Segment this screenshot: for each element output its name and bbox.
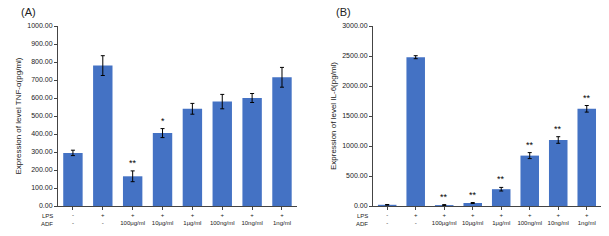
svg-text:Expression of level TNF-α(pg/m: Expression of level TNF-α(pg/ml) [14, 57, 23, 174]
svg-text:**: ** [583, 93, 591, 103]
svg-text:3000.00: 3000.00 [342, 22, 367, 29]
svg-text:*: * [161, 116, 165, 126]
svg-text:+100ng/ml: +100ng/ml [210, 212, 235, 226]
svg-text:200.00: 200.00 [31, 166, 53, 173]
svg-text:+1ng/ml: +1ng/ml [273, 212, 291, 226]
svg-text:0.00: 0.00 [39, 202, 53, 209]
svg-text:**: ** [554, 124, 562, 134]
svg-text:+1μg/ml: +1μg/ml [183, 212, 201, 226]
svg-text:400.00: 400.00 [31, 130, 53, 137]
svg-text:+10ng/ml: +10ng/ml [241, 212, 262, 226]
svg-text:900.00: 900.00 [31, 40, 53, 47]
svg-text:--: -- [386, 212, 388, 226]
svg-text:500.00: 500.00 [346, 172, 368, 179]
svg-text:(A): (A) [21, 6, 36, 18]
svg-text:+10ng/ml: +10ng/ml [548, 212, 569, 226]
svg-text:300.00: 300.00 [31, 148, 53, 155]
svg-text:ADF: ADF [356, 221, 368, 227]
svg-text:+100μg/ml: +100μg/ml [432, 212, 457, 226]
svg-text:--: -- [72, 212, 74, 226]
svg-text:2500.00: 2500.00 [342, 52, 367, 59]
svg-text:100.00: 100.00 [31, 184, 53, 191]
svg-text:+100μg/ml: +100μg/ml [120, 212, 145, 226]
svg-text:1000.00: 1000.00 [27, 22, 52, 29]
svg-text:+1μg/ml: +1μg/ml [492, 212, 510, 226]
svg-text:**: ** [440, 192, 448, 202]
svg-text:0.00: 0.00 [354, 202, 368, 209]
svg-text:+10μg/ml: +10μg/ml [152, 212, 173, 226]
svg-text:+1ng/ml: +1ng/ml [578, 212, 596, 226]
svg-text:1000.00: 1000.00 [342, 142, 367, 149]
svg-text:700.00: 700.00 [31, 76, 53, 83]
svg-text:+-: +- [101, 212, 105, 226]
svg-text:Expression of level IL-6(pg/ml: Expression of level IL-6(pg/ml) [329, 62, 338, 170]
svg-text:2000.00: 2000.00 [342, 82, 367, 89]
svg-text:LPS: LPS [42, 213, 53, 219]
svg-text:ADF: ADF [41, 221, 53, 227]
svg-text:500.00: 500.00 [31, 112, 53, 119]
svg-text:600.00: 600.00 [31, 94, 53, 101]
svg-text:+-: +- [414, 212, 418, 226]
svg-text:**: ** [129, 158, 137, 168]
svg-text:**: ** [526, 140, 534, 150]
svg-text:800.00: 800.00 [31, 58, 53, 65]
svg-text:+100ng/ml: +100ng/ml [517, 212, 542, 226]
svg-text:+10μg/ml: +10μg/ml [462, 212, 483, 226]
svg-text:**: ** [469, 190, 477, 200]
svg-text:(B): (B) [336, 6, 351, 18]
svg-text:LPS: LPS [357, 213, 368, 219]
svg-text:**: ** [497, 174, 505, 184]
svg-text:1500.00: 1500.00 [342, 112, 367, 119]
